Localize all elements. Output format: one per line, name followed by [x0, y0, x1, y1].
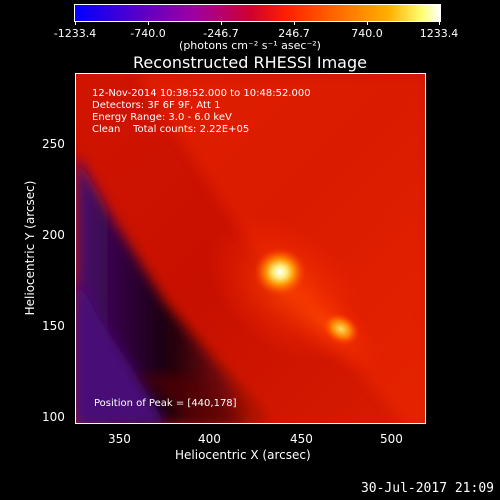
colorbar-tick — [221, 21, 222, 25]
y-tick-label: 150 — [42, 319, 65, 333]
colorbar-units: (photons cm⁻² s⁻¹ asec⁻²) — [0, 39, 500, 52]
annotation-time-range: 12-Nov-2014 10:38:52.000 to 10:48:52.000 — [92, 88, 311, 100]
colorbar-tick — [439, 21, 440, 25]
generation-date: 30-Jul-2017 21:09 — [361, 481, 494, 496]
annotation-energy-range: Energy Range: 3.0 - 6.0 keV — [92, 112, 232, 124]
x-axis-label: Heliocentric X (arcsec) — [175, 448, 311, 462]
x-tick-label: 500 — [380, 432, 403, 446]
y-tick-label: 100 — [42, 410, 65, 424]
x-tick-label: 350 — [108, 432, 131, 446]
annotation-clean-counts: Clean Total counts: 2.22E+05 — [92, 124, 249, 136]
x-tick-label: 400 — [198, 432, 221, 446]
colorbar — [75, 5, 440, 21]
annotation-detectors: Detectors: 3F 6F 9F, Att 1 — [92, 100, 220, 112]
y-tick-label: 200 — [42, 228, 65, 242]
y-axis-label: Heliocentric Y (arcsec) — [23, 178, 37, 318]
x-tick-label: 450 — [290, 432, 313, 446]
colorbar-tick — [148, 21, 149, 25]
solar-image: 12-Nov-2014 10:38:52.000 to 10:48:52.000… — [75, 73, 426, 424]
colorbar-tick — [367, 21, 368, 25]
image-title: Reconstructed RHESSI Image — [0, 53, 500, 72]
annotation-peak-position: Position of Peak = [440,178] — [94, 398, 237, 410]
y-tick-label: 250 — [42, 137, 65, 151]
colorbar-tick — [75, 21, 76, 25]
colorbar-tick — [294, 21, 295, 25]
